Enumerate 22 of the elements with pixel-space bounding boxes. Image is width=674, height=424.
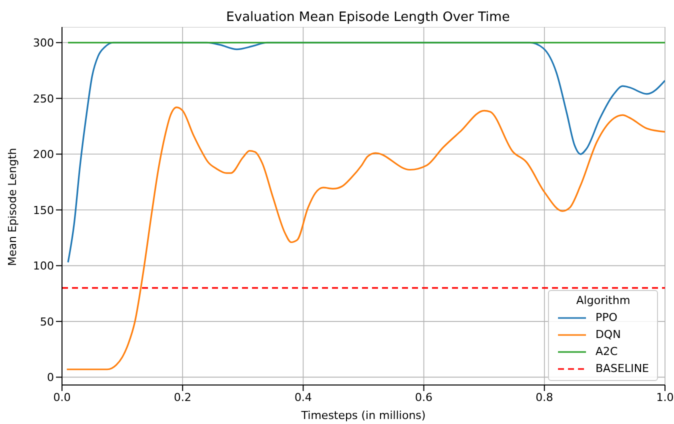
x-axis-title: Timesteps (in millions) xyxy=(300,409,426,422)
y-tick-label: 50 xyxy=(40,315,54,328)
y-tick-label: 0 xyxy=(47,371,54,384)
y-tick-label: 200 xyxy=(33,148,54,162)
y-tick-label: 300 xyxy=(33,36,54,50)
y-tick-label: 250 xyxy=(33,92,54,106)
x-tick-label: 0.4 xyxy=(294,390,312,404)
x-tick-label: 1.0 xyxy=(656,390,674,404)
legend-label: A2C xyxy=(595,345,618,358)
legend-label: PPO xyxy=(595,311,618,324)
x-tick-label: 0.0 xyxy=(53,390,71,404)
x-tick-label: 0.8 xyxy=(536,390,554,404)
line-series xyxy=(66,106,665,370)
legend-label: BASELINE xyxy=(595,362,649,375)
y-axis-title: Mean Episode Length xyxy=(6,148,19,266)
x-tick-label: 0.2 xyxy=(174,390,192,404)
legend-label: DQN xyxy=(595,328,621,341)
legend-title: Algorithm xyxy=(575,294,632,307)
y-tick-label: 150 xyxy=(33,204,54,217)
chart-title: Evaluation Mean Episode Length Over Time xyxy=(225,9,511,27)
y-tick-label: 100 xyxy=(33,260,54,273)
x-tick-label: 0.6 xyxy=(415,390,433,404)
